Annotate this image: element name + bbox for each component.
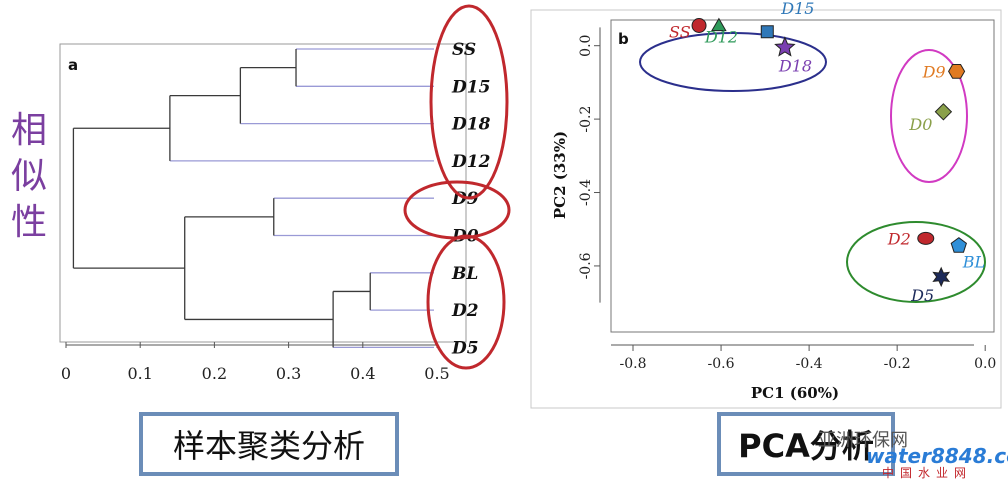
pca-y-tick-label: -0.4: [578, 179, 594, 206]
pca-point-label: BL: [962, 253, 985, 272]
pca-x-tick-label: -0.8: [620, 356, 647, 372]
pca-x-tick-label: 0.0: [974, 356, 996, 372]
dendrogram-frame: [59, 43, 467, 343]
pca-point-label: D2: [887, 229, 911, 248]
watermark-bottom: 中国水业网: [882, 466, 973, 480]
pca-point-ss: [691, 18, 707, 34]
leaf-label: D12: [451, 152, 491, 172]
similarity-axis-label: 相似性: [10, 110, 47, 243]
pca-x-axis-label: PC1 (60%): [751, 384, 839, 402]
leaf-label: D18: [451, 115, 491, 135]
pca-panel: b -0.8 -0.6 -0.4 -0.2 0.0 0.0 -0.2 -0.4 -0.6 PC1 (…: [530, 0, 1002, 409]
pca-point-label: D15: [780, 0, 814, 18]
pca-point-d15: [760, 25, 774, 39]
pca-x-tick-label: -0.6: [708, 356, 735, 372]
pca-point-d18: [774, 36, 796, 57]
pca-point-label: D0: [908, 115, 932, 134]
pca-point-label: D12: [704, 28, 738, 47]
pca-point-bl: [950, 237, 967, 253]
pca-x-tick-label: -0.4: [796, 356, 823, 372]
pca-point-label: SS: [669, 23, 691, 42]
pca-point-d9: [948, 64, 966, 79]
cluster-highlight-1: [429, 4, 509, 200]
dendrogram-x-tick-label: 0.2: [202, 364, 227, 383]
pca-group-ellipse-3: [846, 221, 986, 303]
watermark-top: 亚洲环保网: [818, 430, 908, 451]
pca-y-tick-label: -0.6: [578, 252, 594, 279]
pca-y-tick-label: -0.2: [578, 106, 594, 133]
cluster-highlight-3: [426, 234, 506, 370]
pca-group-ellipse-1: [639, 32, 827, 92]
leaf-label: BL: [451, 264, 478, 284]
leaf-label: D2: [451, 301, 479, 321]
dendrogram-x-tick-label: 0.3: [276, 364, 301, 383]
pca-point-label: D5: [910, 286, 934, 305]
dendrogram-x-tick-label: 0.4: [350, 364, 375, 383]
leaf-label: D15: [451, 77, 490, 97]
pca-plot-frame: [610, 19, 995, 333]
pca-point-d12: [711, 17, 727, 32]
dendrogram-panel-label: a: [68, 56, 78, 74]
pca-point-d2: [917, 231, 935, 245]
leaf-label: D5: [451, 338, 479, 358]
clustering-caption: 样本聚类分析: [139, 412, 399, 476]
dendrogram-x-tick-label: 0.1: [127, 364, 152, 383]
leaf-label: SS: [452, 40, 476, 60]
pca-caption: PCA分析: [717, 412, 895, 476]
dendrogram-x-tick-label: 0: [61, 364, 71, 383]
watermark-mid: water8848.com: [866, 444, 1008, 468]
pca-point-d5: [932, 266, 951, 288]
pca-point-d0: [934, 103, 953, 121]
pca-x-tick-label: -0.2: [884, 356, 911, 372]
watermark: 亚洲环保网 water8848.com 中国水业网: [808, 426, 1008, 482]
pca-y-axis-label: PC2 (33%): [551, 131, 569, 219]
pca-point-label: D18: [778, 57, 812, 76]
pca-panel-label: b: [618, 30, 629, 48]
pca-point-label: D9: [922, 62, 946, 81]
pca-y-tick-label: 0.0: [578, 35, 594, 57]
dendrogram-x-tick-label: 0.5: [424, 364, 449, 383]
pca-group-ellipse-2: [890, 49, 968, 183]
